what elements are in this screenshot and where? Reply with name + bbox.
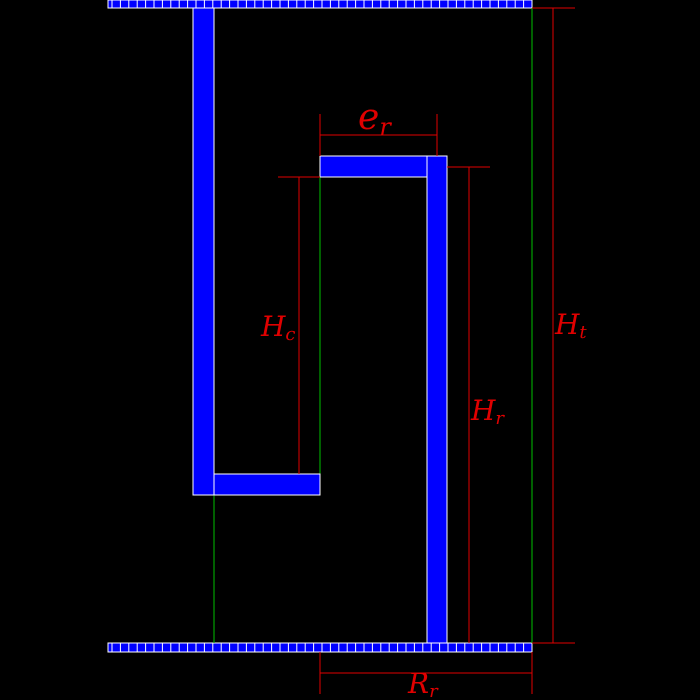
label-er-sub: r [379,113,392,141]
label-er: er [358,97,392,141]
label-hc: Hc [260,310,296,345]
outer-cylinder [192,7,321,496]
label-hc-sub: c [285,324,295,345]
label-er-main: e [358,97,379,138]
label-hr-sub: r [495,408,505,429]
dimension-lines [278,7,575,694]
dimension-labels: er Hc Hr Ht Rr [260,97,587,700]
label-hr: Hr [470,394,505,429]
label-hr-main: H [470,394,496,427]
label-ht-main: H [554,308,580,341]
inner-cylinder [319,155,448,644]
label-hc-main: H [260,310,286,343]
label-ht-sub: t [579,322,587,343]
label-rr-main: R [407,667,429,700]
label-rr-sub: r [429,681,439,700]
label-rr: Rr [407,667,439,700]
label-ht: Ht [554,308,587,343]
top-plate [107,0,533,9]
inner-cap [319,155,428,178]
outer-flange [213,473,321,496]
outer-wall [192,7,215,496]
inner-wall [426,155,448,644]
bottom-plate [107,642,533,653]
